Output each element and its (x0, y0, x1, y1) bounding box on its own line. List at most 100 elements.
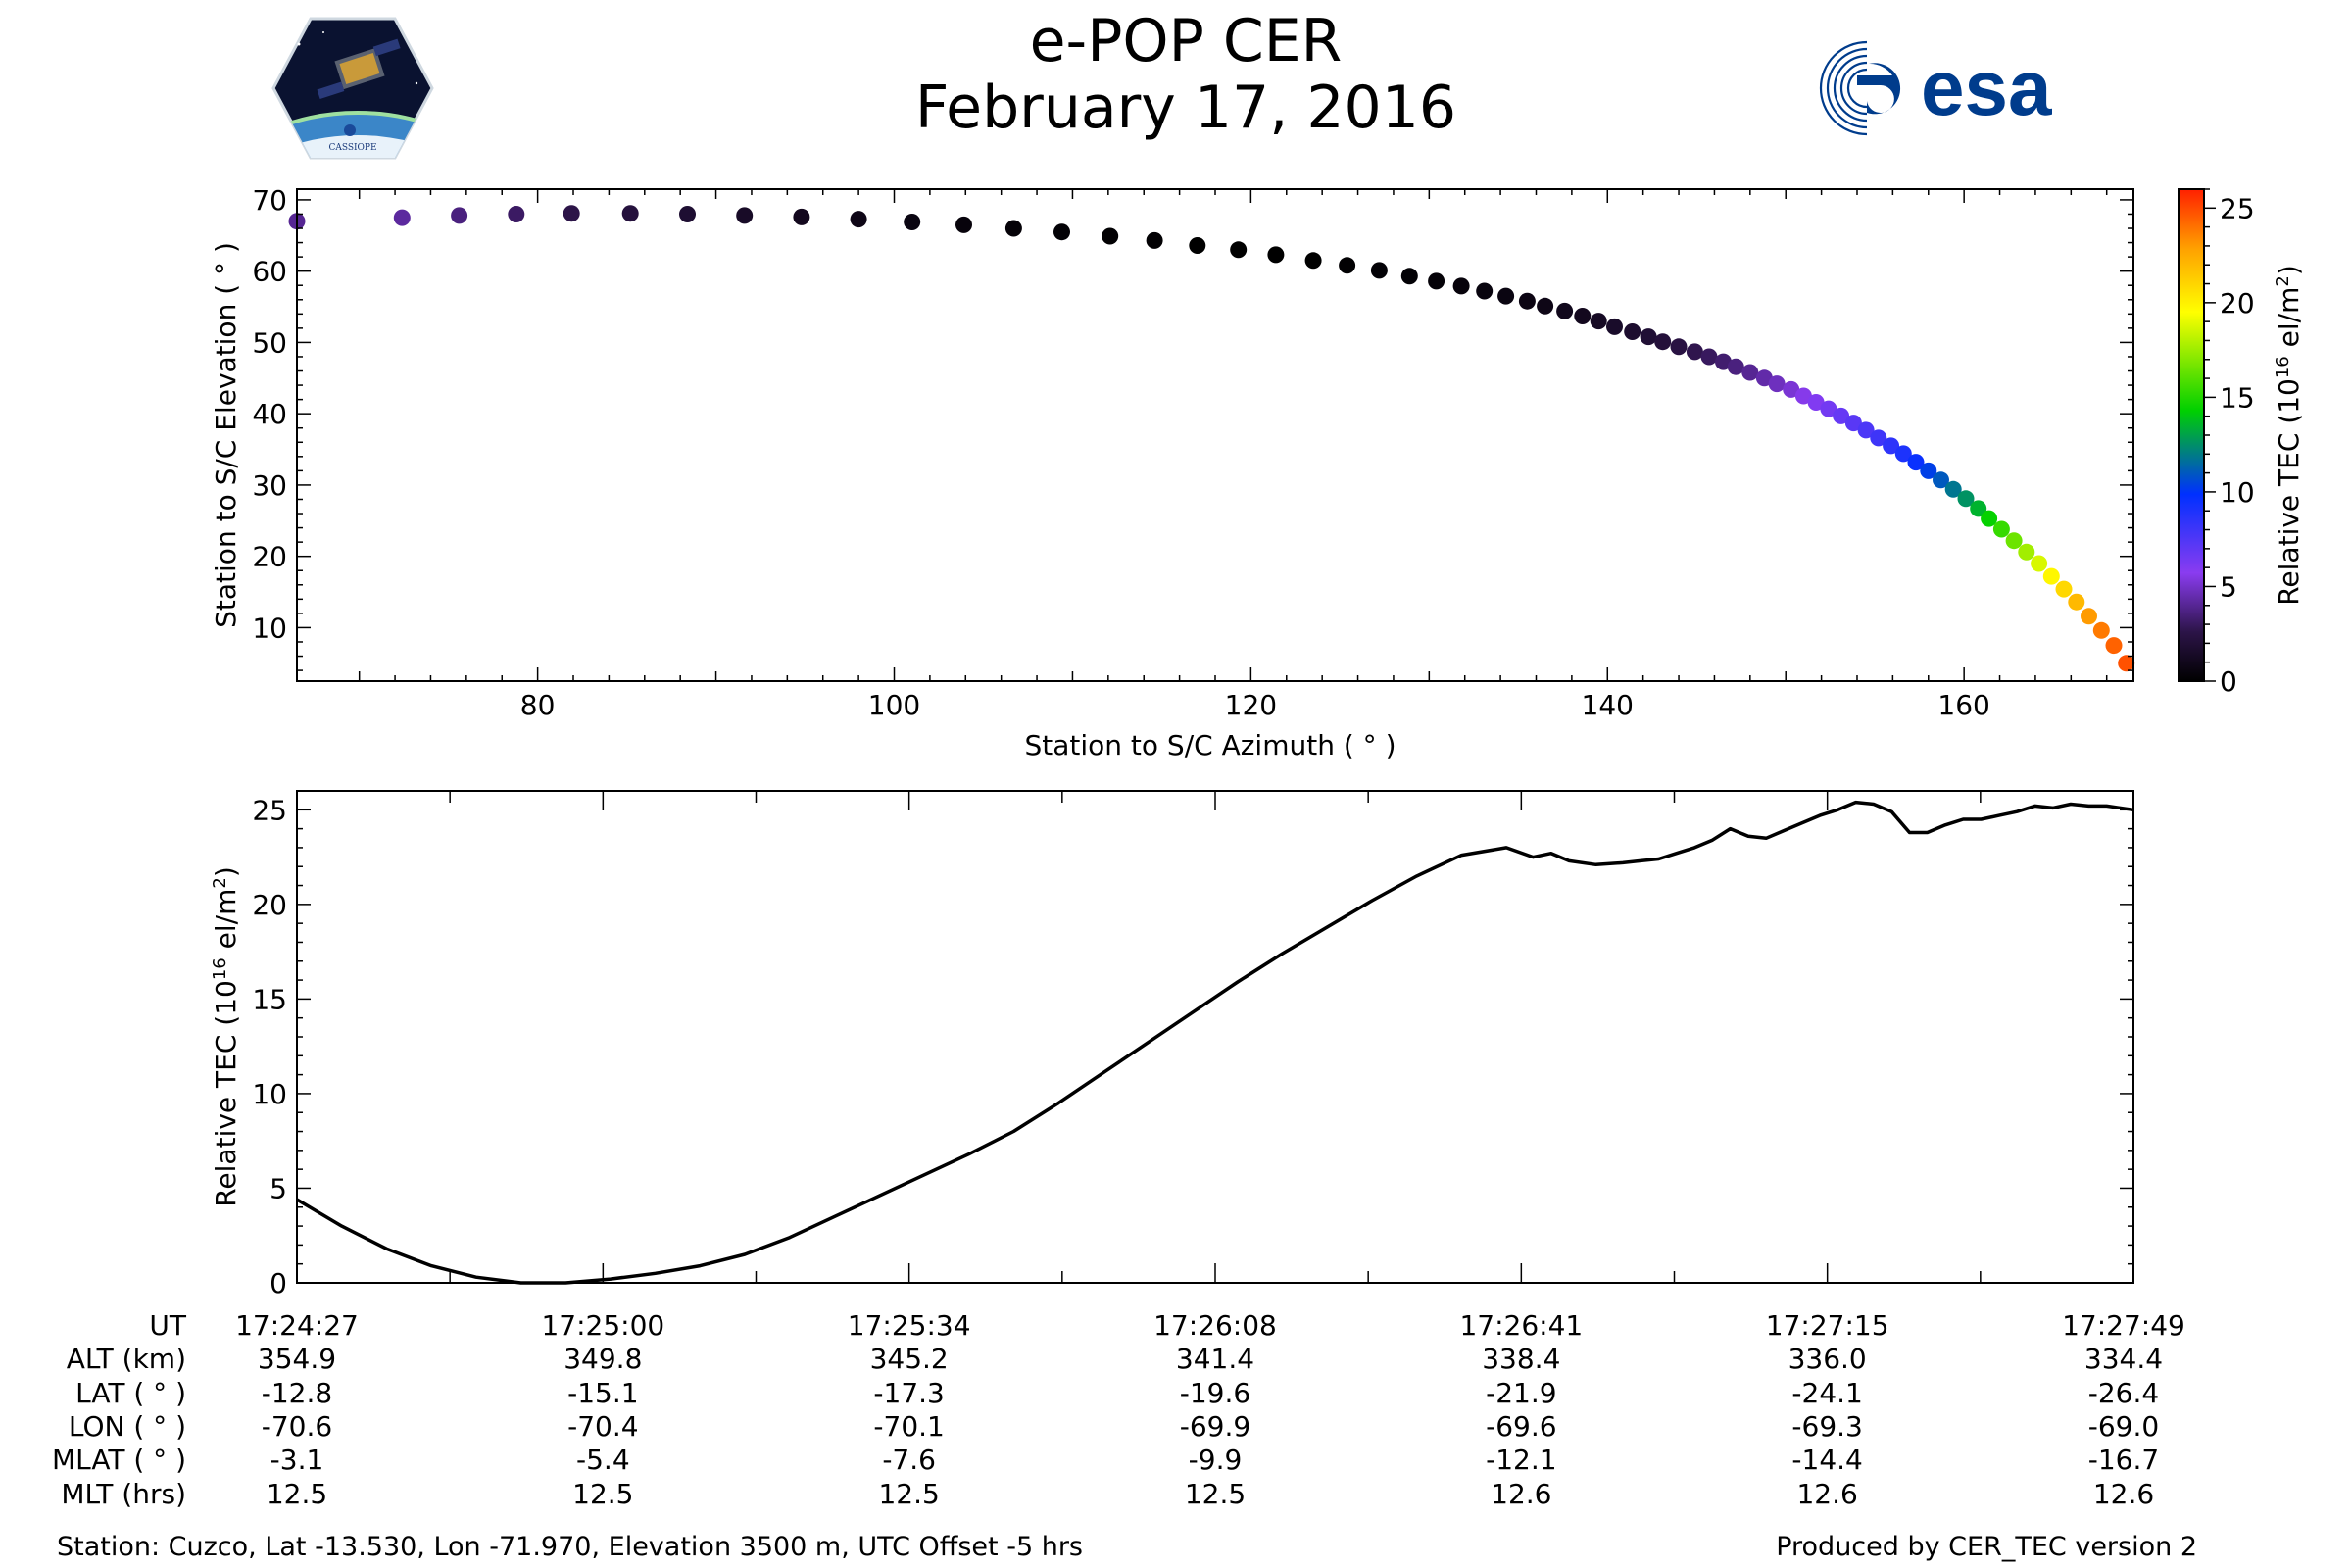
scatter-point (793, 208, 810, 225)
scatter-point (1428, 272, 1446, 290)
elevation-azimuth-plot: 80 100 120 140 160 10 20 30 40 50 60 70 Station to S… (210, 184, 2135, 761)
table-cell: 12.6 (2092, 1477, 2155, 1510)
y-tick-label: 25 (252, 794, 287, 826)
table-cell: -70.4 (567, 1409, 639, 1443)
table-cell: 12.5 (266, 1477, 328, 1510)
scatter-point (1820, 400, 1838, 417)
esa-logo-text: esa (1921, 44, 2052, 131)
scatter-point (1768, 375, 1786, 393)
scatter-point (1054, 223, 1070, 241)
scatter-point (1518, 292, 1536, 310)
scatter-point (1783, 380, 1800, 398)
scatter-point (2092, 621, 2110, 639)
table-cell: -16.7 (2087, 1444, 2160, 1477)
scatter-point (1339, 257, 1356, 274)
colorbar-label: Relative TEC (1016 el/m2) (2273, 265, 2306, 606)
y-tick-label: 20 (252, 889, 287, 921)
table-cell: 12.5 (572, 1477, 634, 1510)
table-cell: -19.6 (1179, 1376, 1251, 1409)
table-cell: 17:24:27 (235, 1309, 359, 1342)
scatter-point (1304, 252, 1322, 270)
scatter-point (1741, 364, 1759, 381)
scatter-point (1833, 407, 1850, 424)
scatter-point (1970, 500, 1987, 517)
y-tick-label: 0 (270, 1267, 287, 1299)
scatter-point (1700, 348, 1718, 366)
scatter-point (1146, 231, 1163, 249)
colorbar-tick-label: 15 (2220, 381, 2255, 414)
table-cell: -7.6 (882, 1444, 936, 1477)
chart-title: e-POP CER (1029, 7, 1343, 75)
scatter-point (563, 205, 580, 222)
scatter-point (1715, 353, 1732, 370)
scatter-point (1992, 520, 2010, 538)
tec-series-line (296, 800, 2134, 1285)
scatter-point (2031, 555, 2048, 572)
scatter-point (1654, 333, 1672, 351)
table-cell: 17:25:00 (541, 1309, 665, 1342)
scatter-point (1794, 387, 1812, 405)
scatter-point (1574, 308, 1592, 324)
table-cell: -26.4 (2087, 1376, 2160, 1409)
scatter-point (2118, 655, 2135, 672)
table-cell: 17:27:15 (1765, 1309, 1889, 1342)
table-row-label: ALT (km) (66, 1343, 186, 1376)
scatter-point (1537, 297, 1554, 315)
table-cell: 17:26:08 (1153, 1309, 1277, 1342)
scatter-point (1755, 369, 1773, 387)
x-tick-label: 140 (1582, 689, 1634, 721)
table-row-label: MLAT ( ° ) (51, 1444, 186, 1477)
table-cell: 17:25:34 (847, 1309, 971, 1342)
scatter-point (1981, 510, 1998, 527)
scatter-point (393, 209, 411, 226)
scatter-point (2081, 608, 2097, 625)
table-cell: 354.9 (257, 1343, 337, 1376)
scatter-point (1370, 262, 1388, 279)
scatter-point (1844, 415, 1862, 432)
scatter-point (1907, 454, 1925, 471)
plot-frame (296, 188, 2134, 682)
produced-by: Produced by CER_TEC version 2 (1776, 1532, 2197, 1562)
colorbar-tick-label: 25 (2220, 192, 2255, 224)
table-cell: -5.4 (576, 1444, 630, 1477)
y-tick-label: 10 (252, 612, 287, 644)
colorbar-tick-label: 0 (2220, 665, 2237, 698)
table-cell: 336.0 (1788, 1343, 1867, 1376)
scatter-point (1686, 343, 1703, 361)
table-cell: -24.1 (1791, 1376, 1863, 1409)
table-row-label: MLT (hrs) (61, 1477, 186, 1510)
scatter-point (679, 206, 696, 222)
scatter-point (2018, 543, 2035, 561)
x-axis-label: Station to S/C Azimuth ( ° ) (1024, 729, 1396, 761)
x-tick-label: 80 (520, 689, 556, 721)
scatter-point (2005, 532, 2023, 550)
scatter-point (956, 216, 972, 233)
table-cell: 338.4 (1482, 1343, 1561, 1376)
scatter-point (2055, 580, 2073, 598)
scatter-point (1933, 471, 1949, 489)
table-cell: -21.9 (1486, 1376, 1557, 1409)
colorbar-tick-label: 20 (2220, 287, 2255, 319)
esa-logo: esa (1819, 40, 2052, 136)
colorbar-gradient (2178, 188, 2205, 682)
table-row-label: UT (149, 1309, 186, 1342)
table-cell: -15.1 (567, 1376, 639, 1409)
cassiope-logo: CASSIOPE (271, 17, 434, 160)
y-tick-label: 60 (252, 256, 287, 288)
table-cell: -14.4 (1791, 1444, 1863, 1477)
table-cell: 345.2 (869, 1343, 949, 1376)
scatter-point (736, 207, 754, 224)
scatter-point (1452, 277, 1470, 295)
scatter-point (1497, 287, 1515, 305)
scatter-point (1807, 394, 1825, 411)
x-tick-label: 120 (1225, 689, 1277, 721)
table-row-label: LON ( ° ) (68, 1409, 186, 1443)
table-cell: -17.3 (873, 1376, 945, 1409)
scatter-point (2042, 567, 2060, 585)
y-tick-label: 30 (252, 469, 287, 502)
scatter-point (1267, 246, 1285, 264)
scatter-point (1400, 268, 1418, 285)
scatter-point (1102, 227, 1119, 245)
station-info: Station: Cuzco, Lat -13.530, Lon -71.970… (57, 1532, 1083, 1562)
